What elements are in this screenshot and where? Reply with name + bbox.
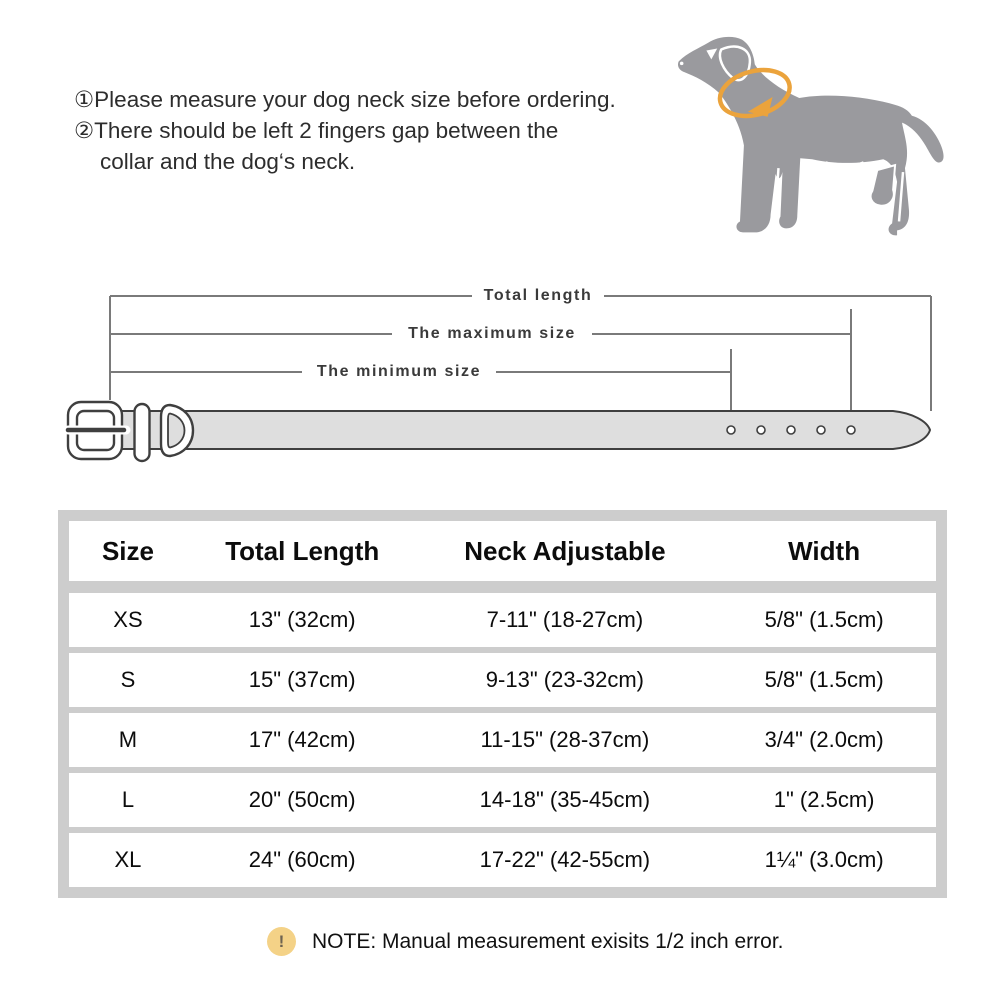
column-header-size: Size (101, 535, 154, 566)
cell-width: 3/4" (2.0cm) (764, 727, 884, 752)
cell-total-length: 13" (32cm) (248, 607, 356, 632)
cell-size: XS (113, 607, 143, 632)
column-header-width: Width (788, 535, 861, 566)
cell-width: 5/8" (1.5cm) (764, 607, 884, 632)
dog-far-hind-leg (869, 163, 897, 207)
cell-width: 1" (2.5cm) (773, 787, 875, 812)
cell-neck-adjustable: 9-13" (23-32cm) (485, 667, 644, 692)
instruction-line-1: ①Please measure your dog neck size befor… (74, 87, 616, 112)
dog-ear (718, 45, 752, 82)
dog-belly-line (825, 161, 864, 168)
cell-size: L (121, 787, 135, 812)
column-header-total-length: Total Length (225, 535, 380, 566)
cell-total-length: 17" (42cm) (248, 727, 356, 752)
table-header-row: Size Total Length Neck Adjustable Width (69, 521, 936, 581)
table-row-s: S 15" (37cm) 9-13" (23-32cm) 5/8" (1.5cm… (69, 653, 936, 707)
dog-eye (706, 48, 718, 60)
table-row-xs: XS 13" (32cm) 7-11" (18-27cm) 5/8" (1.5c… (69, 593, 936, 647)
collar-holes (726, 425, 856, 435)
table-row-m: M 17" (42cm) 11-15" (28-37cm) 3/4" (2.0c… (69, 713, 936, 767)
column-header-neck-adjustable: Neck Adjustable (464, 535, 666, 566)
dog-silhouette (677, 36, 944, 236)
cell-neck-adjustable: 14-18" (35-45cm) (479, 787, 651, 812)
size-table: Size Total Length Neck Adjustable Width … (58, 510, 947, 898)
table-row-l: L 20" (50cm) 14-18" (35-45cm) 1" (2.5cm) (69, 773, 936, 827)
collar-keeper (133, 402, 151, 463)
total-length-label: Total length (483, 287, 593, 304)
dog-nostril (679, 61, 684, 66)
cell-total-length: 20" (50cm) (248, 787, 356, 812)
cell-total-length: 15" (37cm) (248, 667, 356, 692)
collar-buckle (63, 400, 131, 461)
cell-total-length: 24" (60cm) (248, 847, 356, 872)
dog-illustration (677, 36, 944, 236)
dog-leg-gap-front (773, 168, 780, 223)
collar-measurement-diagram (63, 295, 932, 463)
collar-strap (117, 410, 932, 450)
cell-size: S (120, 667, 136, 692)
instructions: ①Please measure your dog neck size befor… (74, 84, 616, 177)
cell-size: XL (114, 847, 142, 872)
cell-neck-adjustable: 11-15" (28-37cm) (480, 727, 650, 752)
minimum-size-label: The minimum size (316, 363, 482, 380)
table-row-xl: XL 24" (60cm) 17-22" (42-55cm) 1¼" (3.0c… (69, 833, 936, 887)
instruction-line-3: collar and the dog‘s neck. (100, 149, 356, 174)
cell-neck-adjustable: 7-11" (18-27cm) (486, 607, 644, 632)
instruction-line-2: ②There should be left 2 fingers gap betw… (74, 118, 559, 143)
collar-loop-arrow-icon (747, 96, 773, 117)
dog-leg-gap-hind (897, 171, 905, 222)
cell-width: 5/8" (1.5cm) (764, 667, 884, 692)
exclamation-icon: ! (267, 927, 296, 956)
note-text: NOTE: Manual measurement exisits 1/2 inc… (312, 929, 784, 953)
cell-width: 1¼" (3.0cm) (764, 847, 884, 872)
collar-d-ring (159, 403, 195, 458)
maximum-size-label: The maximum size (408, 325, 576, 342)
cell-size: M (118, 727, 138, 752)
measurement-lines (109, 295, 932, 426)
cell-neck-adjustable: 17-22" (42-55cm) (479, 847, 651, 872)
note: ! NOTE: Manual measurement exisits 1/2 i… (267, 927, 784, 956)
